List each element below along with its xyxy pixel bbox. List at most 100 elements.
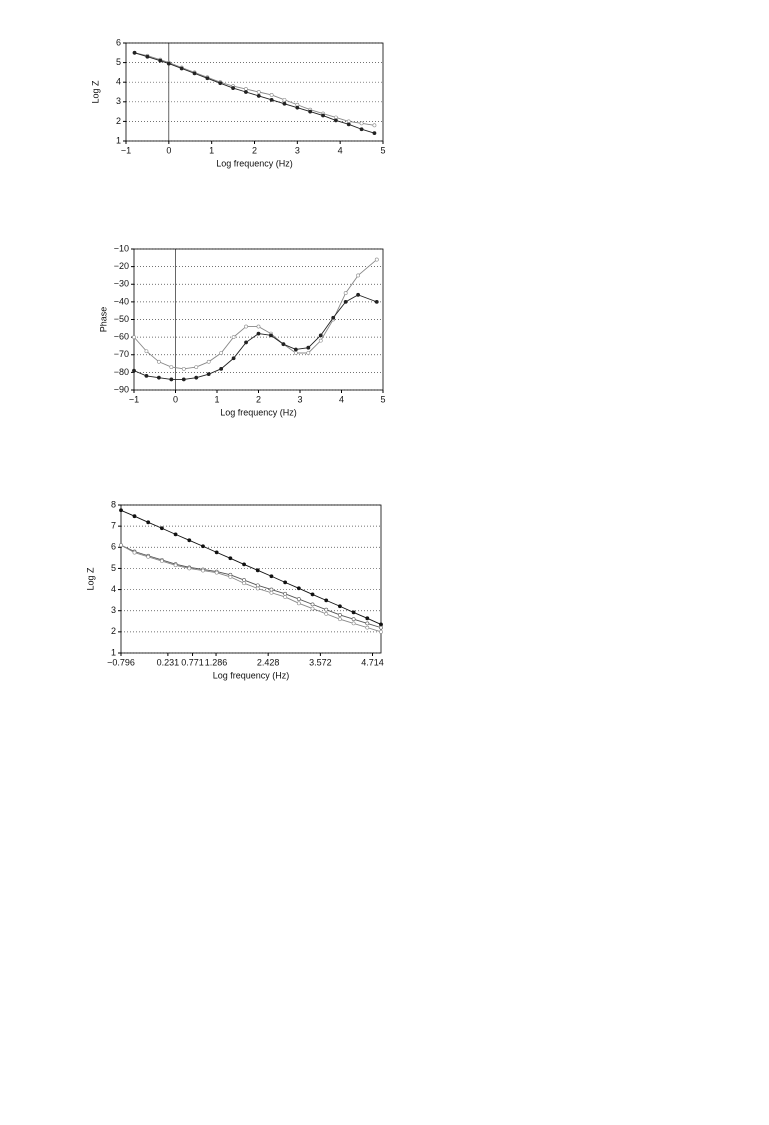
data-point <box>365 616 370 621</box>
data-point <box>166 61 171 66</box>
y-tick-label: 1 <box>111 647 116 657</box>
data-point <box>324 598 329 603</box>
data-point <box>242 562 246 567</box>
data-point <box>338 617 342 622</box>
x-tick-label: −1 <box>129 394 139 404</box>
x-axis-label: Log frequency (Hz) <box>216 158 293 168</box>
y-tick-label: −60 <box>114 332 129 342</box>
x-tick-label: 2 <box>256 394 261 404</box>
data-point <box>194 365 199 369</box>
series-line <box>134 52 375 134</box>
data-point <box>206 372 211 377</box>
data-point <box>310 592 315 597</box>
data-point <box>283 580 288 585</box>
data-point <box>269 587 274 592</box>
data-point <box>159 526 164 531</box>
y-tick-label: −70 <box>114 349 129 359</box>
x-tick-label: 3.572 <box>309 657 332 667</box>
data-point <box>308 109 313 114</box>
data-point <box>231 356 236 361</box>
data-point <box>343 299 348 304</box>
x-tick-label: 0 <box>173 394 178 404</box>
y-tick-label: −50 <box>114 314 129 324</box>
data-point <box>144 373 149 378</box>
data-point <box>374 299 379 304</box>
series-line <box>133 259 378 370</box>
x-tick-label: 1.286 <box>205 657 228 667</box>
data-point <box>181 377 186 382</box>
data-point <box>296 597 301 601</box>
data-point <box>343 291 348 295</box>
data-point <box>132 514 137 519</box>
y-tick-label: 8 <box>111 499 116 509</box>
data-point <box>132 50 137 55</box>
data-point <box>159 559 164 563</box>
plot-frame <box>120 504 382 654</box>
data-point <box>283 595 288 599</box>
y-tick-label: 3 <box>111 605 116 615</box>
series-line <box>120 544 382 629</box>
y-tick-label: −80 <box>114 367 129 377</box>
y-tick-label: −20 <box>114 261 129 271</box>
plot-frame <box>133 248 384 391</box>
data-point <box>365 625 370 630</box>
x-tick-label: 0.231 <box>157 657 180 667</box>
data-point <box>218 81 223 86</box>
data-point <box>242 578 246 582</box>
x-tick-label: 4 <box>339 394 344 404</box>
data-point <box>293 351 298 355</box>
data-point <box>310 602 315 607</box>
y-tick-label: 4 <box>116 77 121 87</box>
series-line <box>134 52 375 126</box>
x-tick-label: 3 <box>297 394 302 404</box>
data-point <box>214 570 219 575</box>
y-tick-label: 2 <box>116 116 121 126</box>
y-tick-label: 4 <box>111 584 116 594</box>
data-point <box>359 121 364 126</box>
y-tick-label: 5 <box>111 563 116 573</box>
data-point <box>379 622 383 627</box>
y-tick-label: 6 <box>111 542 116 552</box>
data-point <box>206 359 211 364</box>
data-point <box>324 607 329 612</box>
data-point <box>214 550 219 555</box>
data-point <box>187 538 192 543</box>
x-tick-label: −1 <box>121 145 131 155</box>
data-point <box>228 574 233 579</box>
data-point <box>173 532 178 537</box>
data-point <box>346 122 351 127</box>
data-point <box>219 366 224 371</box>
x-tick-label: 2.428 <box>257 657 280 667</box>
y-tick-label: −90 <box>114 384 129 394</box>
data-point <box>244 340 248 345</box>
y-tick-label: −40 <box>114 296 129 306</box>
data-point <box>156 359 161 364</box>
y-axis-label: Phase <box>98 307 108 333</box>
data-point <box>372 131 377 136</box>
y-axis-label: Log Z <box>90 80 100 104</box>
y-tick-label: 7 <box>111 521 116 531</box>
data-point <box>256 331 261 336</box>
data-point <box>356 273 361 278</box>
data-point <box>296 586 301 591</box>
data-point <box>244 324 248 329</box>
data-point <box>282 101 287 106</box>
data-point <box>331 315 336 320</box>
x-tick-label: 5 <box>380 394 385 404</box>
data-point <box>338 604 342 609</box>
data-point <box>296 601 301 606</box>
x-tick-label: 1 <box>214 394 219 404</box>
data-point <box>194 375 199 380</box>
data-point <box>306 351 311 355</box>
x-tick-label: 5 <box>380 145 385 155</box>
data-point <box>282 97 287 102</box>
data-point <box>351 610 356 615</box>
data-point <box>283 591 288 596</box>
y-tick-label: 1 <box>116 135 121 145</box>
y-tick-label: 3 <box>116 96 121 106</box>
data-point <box>146 554 151 559</box>
x-tick-label: 4 <box>338 145 343 155</box>
series-line <box>133 294 377 380</box>
data-point <box>158 58 163 63</box>
x-tick-label: 0 <box>166 145 171 155</box>
